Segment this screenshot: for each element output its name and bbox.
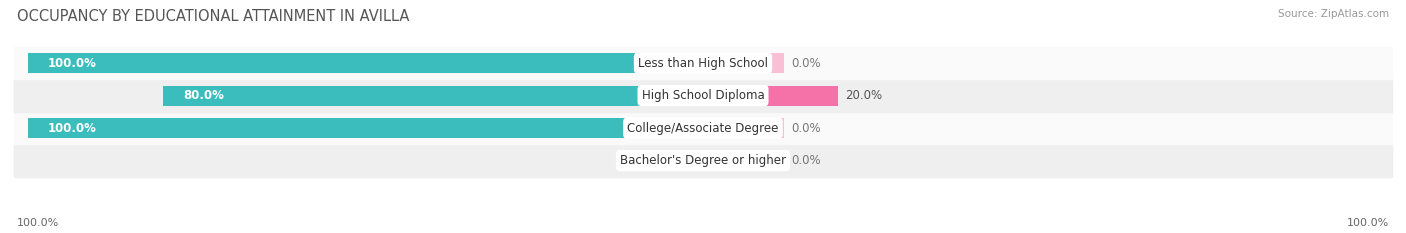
Text: 0.0%: 0.0%: [790, 57, 821, 70]
Text: College/Associate Degree: College/Associate Degree: [627, 122, 779, 135]
Text: 0.0%: 0.0%: [790, 154, 821, 167]
Text: Source: ZipAtlas.com: Source: ZipAtlas.com: [1278, 9, 1389, 19]
Text: 0.0%: 0.0%: [790, 122, 821, 135]
Text: Less than High School: Less than High School: [638, 57, 768, 70]
Text: 0.0%: 0.0%: [647, 154, 676, 167]
Text: 80.0%: 80.0%: [183, 89, 224, 102]
Bar: [14, 144, 1392, 177]
Bar: [28, 118, 703, 138]
Bar: [703, 53, 785, 73]
Bar: [163, 86, 703, 106]
Bar: [14, 47, 1392, 79]
Bar: [703, 151, 785, 171]
Text: 20.0%: 20.0%: [845, 89, 882, 102]
Text: Bachelor's Degree or higher: Bachelor's Degree or higher: [620, 154, 786, 167]
Text: 100.0%: 100.0%: [17, 218, 59, 228]
Text: 100.0%: 100.0%: [48, 57, 97, 70]
Bar: [28, 53, 703, 73]
Text: OCCUPANCY BY EDUCATIONAL ATTAINMENT IN AVILLA: OCCUPANCY BY EDUCATIONAL ATTAINMENT IN A…: [17, 9, 409, 24]
Bar: [14, 112, 1392, 144]
Bar: [683, 151, 703, 171]
Bar: [703, 86, 838, 106]
Bar: [703, 118, 785, 138]
Text: 100.0%: 100.0%: [48, 122, 97, 135]
Bar: [14, 79, 1392, 112]
Text: High School Diploma: High School Diploma: [641, 89, 765, 102]
Text: 100.0%: 100.0%: [1347, 218, 1389, 228]
